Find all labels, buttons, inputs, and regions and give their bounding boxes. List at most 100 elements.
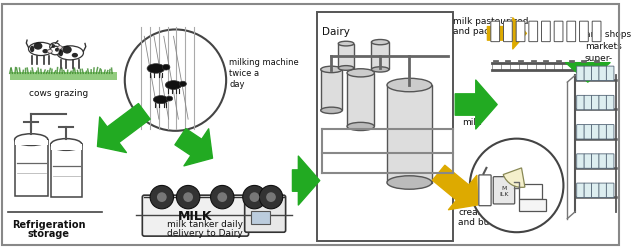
Bar	[347, 74, 375, 127]
FancyBboxPatch shape	[576, 183, 584, 198]
FancyBboxPatch shape	[245, 196, 285, 232]
Circle shape	[217, 192, 227, 202]
Circle shape	[266, 192, 276, 202]
FancyBboxPatch shape	[606, 67, 614, 81]
Bar	[338, 44, 354, 69]
Ellipse shape	[347, 70, 375, 78]
FancyBboxPatch shape	[529, 22, 538, 42]
FancyBboxPatch shape	[584, 183, 592, 198]
FancyBboxPatch shape	[599, 183, 606, 198]
FancyBboxPatch shape	[554, 22, 563, 42]
Ellipse shape	[147, 64, 165, 74]
Circle shape	[176, 186, 200, 209]
Ellipse shape	[52, 45, 55, 49]
Text: milk pasteurized: milk pasteurized	[454, 17, 529, 26]
Circle shape	[183, 192, 193, 202]
Text: and packaged: and packaged	[454, 26, 517, 36]
Ellipse shape	[166, 97, 173, 102]
Ellipse shape	[371, 68, 389, 73]
Text: storage: storage	[28, 228, 69, 238]
FancyBboxPatch shape	[567, 22, 576, 42]
Text: M
ILK: M ILK	[499, 185, 509, 196]
FancyBboxPatch shape	[580, 22, 589, 42]
Text: super-: super-	[585, 54, 613, 62]
FancyBboxPatch shape	[592, 67, 599, 81]
Circle shape	[150, 186, 173, 209]
FancyBboxPatch shape	[599, 96, 606, 110]
FancyBboxPatch shape	[493, 177, 515, 204]
Wedge shape	[503, 168, 525, 188]
Circle shape	[125, 30, 226, 131]
Circle shape	[250, 192, 259, 202]
FancyBboxPatch shape	[503, 22, 512, 42]
FancyBboxPatch shape	[491, 22, 499, 42]
Ellipse shape	[338, 66, 354, 71]
Ellipse shape	[387, 79, 432, 92]
FancyBboxPatch shape	[592, 125, 599, 140]
Ellipse shape	[180, 82, 187, 87]
FancyBboxPatch shape	[592, 183, 599, 198]
Bar	[519, 185, 542, 199]
Bar	[15, 140, 48, 146]
Text: cream: cream	[458, 207, 487, 216]
Ellipse shape	[55, 48, 59, 52]
Ellipse shape	[166, 81, 182, 90]
FancyBboxPatch shape	[599, 67, 606, 81]
FancyBboxPatch shape	[592, 22, 601, 42]
Ellipse shape	[320, 108, 342, 114]
FancyBboxPatch shape	[576, 154, 584, 168]
Text: cows grazing: cows grazing	[29, 88, 88, 98]
Ellipse shape	[51, 139, 82, 151]
FancyBboxPatch shape	[541, 22, 550, 42]
Bar	[51, 145, 82, 151]
Text: milking machine
twice a
day: milking machine twice a day	[229, 58, 299, 88]
Ellipse shape	[154, 96, 168, 104]
Ellipse shape	[59, 50, 63, 57]
Text: milk tanker daily: milk tanker daily	[167, 219, 243, 228]
Bar	[15, 140, 48, 196]
Ellipse shape	[48, 50, 52, 54]
FancyBboxPatch shape	[606, 154, 614, 168]
Ellipse shape	[30, 46, 34, 53]
Circle shape	[259, 186, 283, 209]
Text: milk: milk	[462, 118, 482, 127]
Ellipse shape	[58, 46, 62, 50]
FancyBboxPatch shape	[599, 125, 606, 140]
FancyBboxPatch shape	[584, 154, 592, 168]
Ellipse shape	[387, 176, 432, 190]
FancyBboxPatch shape	[576, 96, 584, 110]
Bar	[10, 73, 117, 81]
Ellipse shape	[62, 47, 72, 54]
FancyBboxPatch shape	[606, 183, 614, 198]
Circle shape	[470, 139, 564, 232]
FancyBboxPatch shape	[606, 96, 614, 110]
Bar	[387, 86, 432, 183]
Bar	[320, 70, 342, 111]
Ellipse shape	[50, 44, 60, 52]
Ellipse shape	[15, 134, 48, 146]
Circle shape	[211, 186, 234, 209]
FancyBboxPatch shape	[584, 67, 592, 81]
Bar	[250, 211, 270, 224]
Circle shape	[157, 192, 167, 202]
FancyBboxPatch shape	[606, 125, 614, 140]
Bar	[519, 199, 546, 211]
Bar	[317, 13, 454, 241]
FancyBboxPatch shape	[584, 125, 592, 140]
FancyBboxPatch shape	[516, 22, 525, 42]
FancyBboxPatch shape	[576, 125, 584, 140]
Bar	[51, 145, 82, 197]
FancyBboxPatch shape	[584, 96, 592, 110]
Text: Refrigeration: Refrigeration	[12, 219, 85, 229]
Ellipse shape	[347, 123, 375, 131]
Text: delivery to Dairy: delivery to Dairy	[167, 228, 243, 237]
FancyBboxPatch shape	[599, 154, 606, 168]
Ellipse shape	[43, 50, 48, 54]
FancyBboxPatch shape	[142, 196, 248, 236]
Bar	[371, 43, 389, 70]
Text: Dairy: Dairy	[322, 26, 350, 36]
Ellipse shape	[162, 65, 170, 71]
Ellipse shape	[34, 43, 43, 51]
FancyBboxPatch shape	[479, 175, 491, 206]
Ellipse shape	[50, 47, 61, 56]
